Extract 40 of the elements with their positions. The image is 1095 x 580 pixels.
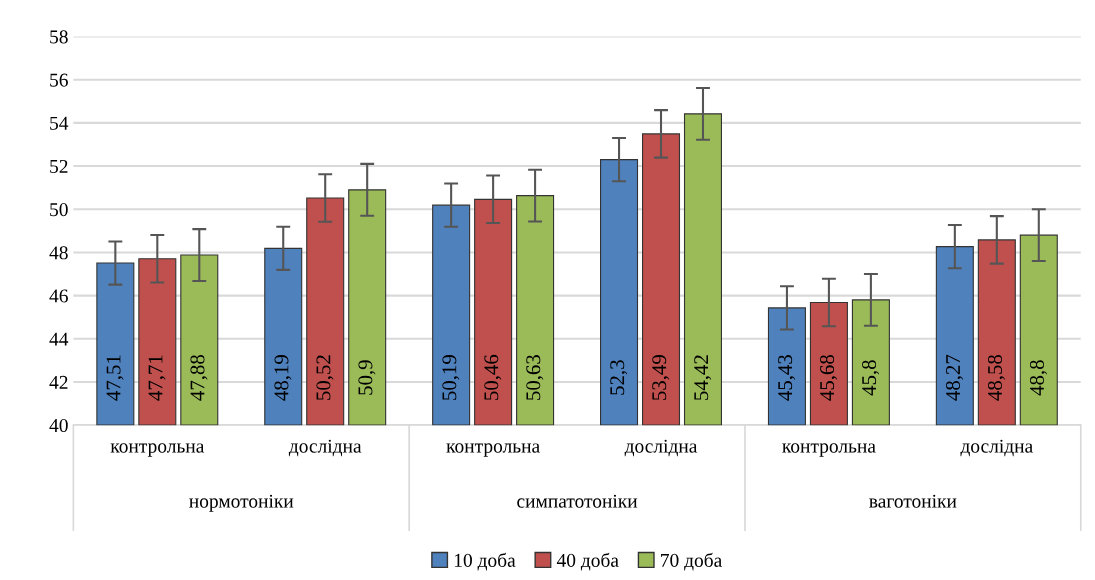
x-tick-label: дослідна	[624, 439, 698, 457]
data-label: 50,9	[358, 360, 376, 395]
y-tick-label: 52	[50, 159, 68, 174]
legend-label: 70 доба	[661, 552, 722, 571]
y-tick-label: 56	[50, 73, 68, 87]
data-label: 52,3	[610, 360, 628, 395]
data-label: 48,19	[274, 355, 292, 401]
y-tick-label: 44	[49, 332, 69, 346]
y-tick-label: 50	[50, 203, 68, 217]
y-tick-label: 40	[49, 418, 68, 433]
data-label: 47,51	[106, 355, 124, 401]
y-tick-label: 42	[49, 375, 68, 389]
text: нормотоніки	[189, 494, 294, 512]
y-tick-label: 46	[49, 289, 68, 303]
data-label: 47,71	[148, 355, 166, 401]
data-label: 45,8	[862, 360, 880, 396]
data-label: 54,42	[694, 355, 712, 400]
legend-label: 10 доба	[454, 552, 516, 571]
data-label: 48,8	[1029, 360, 1047, 396]
x-tick-label: контрольна	[782, 443, 876, 457]
data-label: 53,49	[652, 355, 670, 400]
data-label: 50,63	[526, 355, 544, 400]
data-label: 45,43	[778, 355, 796, 401]
x-tick-label: контрольна	[110, 443, 205, 457]
data-label: 48,27	[946, 354, 964, 401]
data-label: 50,19	[442, 355, 460, 400]
text: ваготоніки	[869, 494, 957, 508]
data-label: 47,88	[190, 355, 208, 401]
data-label: 45,68	[820, 355, 838, 401]
data-label: 48,58	[987, 355, 1006, 401]
x-tick-label: дослідна	[288, 439, 362, 457]
y-tick-label: 58	[50, 30, 68, 44]
x-tick-label: дослідна	[960, 439, 1033, 457]
x-tick-label: контрольна	[446, 443, 540, 457]
text: симпатотоніки	[517, 494, 638, 508]
data-label: 50,52	[316, 355, 334, 400]
y-tick-label: 54	[50, 116, 69, 130]
legend-label: 40 доба	[556, 552, 619, 571]
data-label: 50,46	[484, 354, 502, 400]
y-tick-label: 48	[49, 246, 68, 260]
